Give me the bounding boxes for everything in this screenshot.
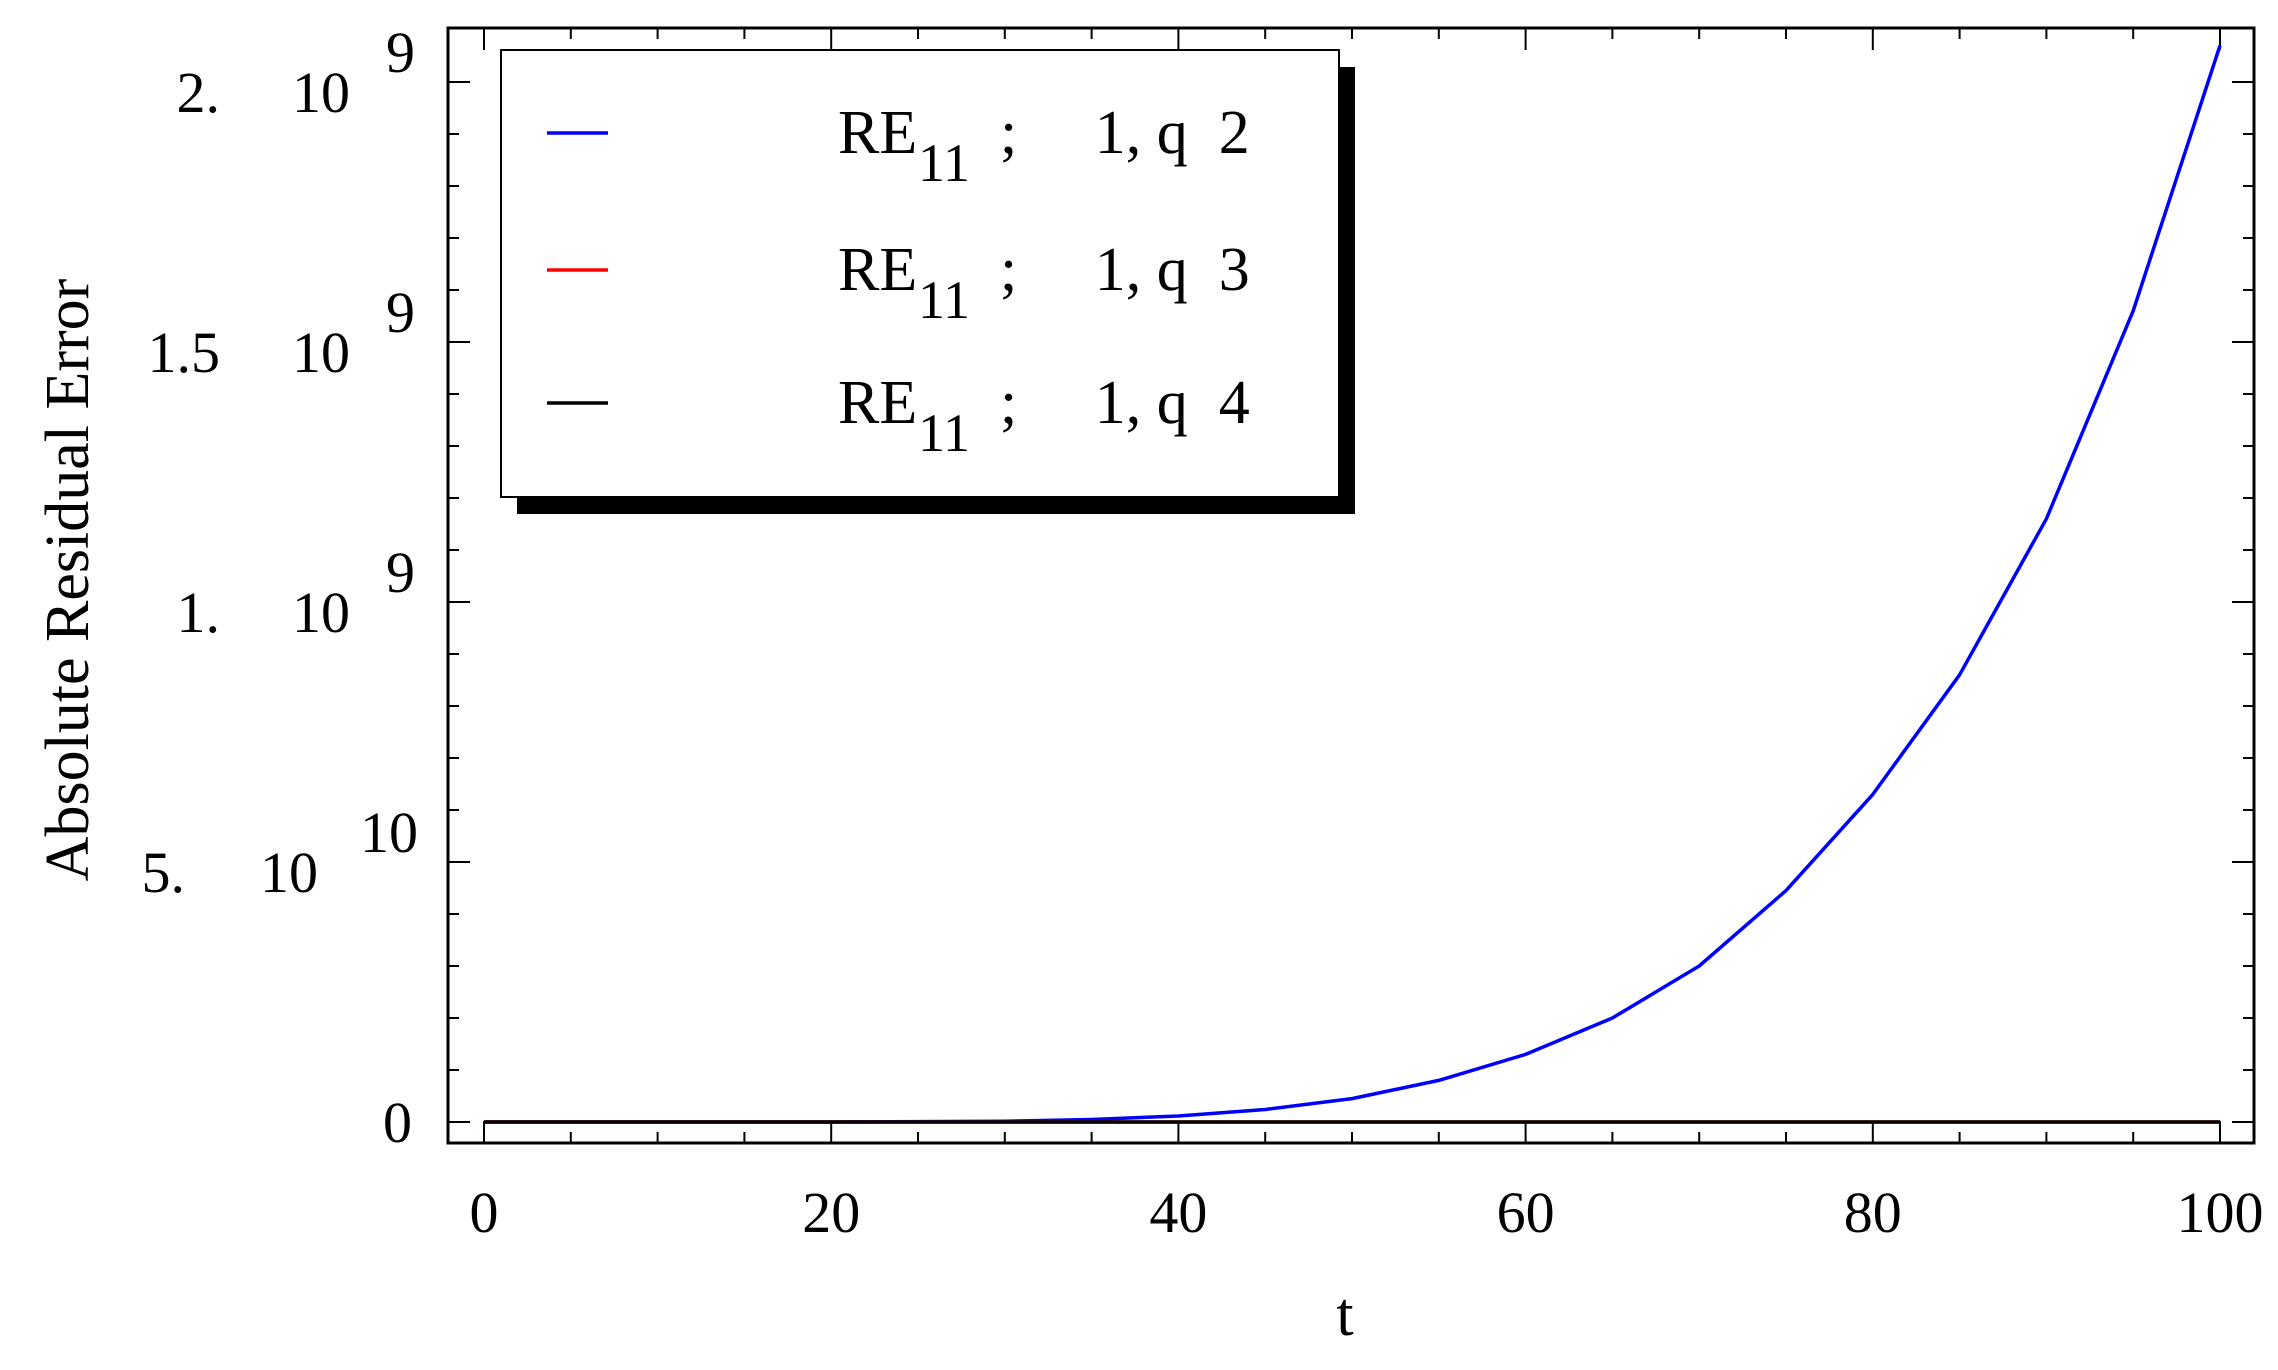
x-tick-label: 100 xyxy=(2177,1180,2264,1245)
y-tick-label: 0 xyxy=(383,1090,412,1155)
legend-label-params: ; 1, q 3 xyxy=(1000,236,1250,304)
y-tick-label-exponent: 9 xyxy=(386,540,415,605)
y-tick-label-base: 10 xyxy=(260,840,318,905)
legend-label-subscript: 11 xyxy=(918,403,970,463)
legend-box xyxy=(500,49,1340,498)
y-tick-label-mantissa: 1.5 xyxy=(148,320,221,385)
x-axis-label: t xyxy=(1336,1281,1353,1349)
legend-label-subscript: 11 xyxy=(918,133,970,193)
legend-label: RE xyxy=(838,99,917,167)
y-tick-label-base: 10 xyxy=(292,60,350,125)
legend-items: RE 11; 1, q 2RE 11; 1, q 3RE 11; 1, q 4 xyxy=(547,99,1250,463)
legend-label: RE xyxy=(838,369,917,437)
legend-label-params: ; 1, q 2 xyxy=(1000,99,1250,167)
y-tick-label-exponent: 9 xyxy=(386,280,415,345)
y-tick-label-exponent: 9 xyxy=(386,20,415,85)
y-tick-labels: 0 5. 10 10 1. 10 9 1.5 10 9 2. 10 9 xyxy=(142,20,419,1155)
axis-ticks xyxy=(448,28,2254,1143)
x-tick-label: 40 xyxy=(1149,1180,1207,1245)
x-tick-label: 60 xyxy=(1497,1180,1555,1245)
y-tick-label-mantissa: 1. xyxy=(177,580,221,645)
y-tick-label-base: 10 xyxy=(292,320,350,385)
x-tick-labels: 0 20 40 60 80 100 xyxy=(470,1180,2264,1245)
y-tick-label-mantissa: 2. xyxy=(177,60,221,125)
y-tick-label-exponent: 10 xyxy=(360,800,418,865)
x-tick-label: 80 xyxy=(1844,1180,1902,1245)
legend: RE 11; 1, q 2RE 11; 1, q 3RE 11; 1, q 4 xyxy=(500,49,1355,514)
y-axis-label: Absolute Residual Error xyxy=(34,278,102,881)
x-tick-label: 20 xyxy=(802,1180,860,1245)
y-tick-label-mantissa: 5. xyxy=(142,840,186,905)
y-tick-label-base: 10 xyxy=(292,580,350,645)
legend-label-subscript: 11 xyxy=(918,270,970,330)
legend-label-params: ; 1, q 4 xyxy=(1000,369,1250,437)
x-tick-label: 0 xyxy=(470,1180,499,1245)
legend-label: RE xyxy=(838,236,917,304)
series-group xyxy=(484,45,2222,1124)
